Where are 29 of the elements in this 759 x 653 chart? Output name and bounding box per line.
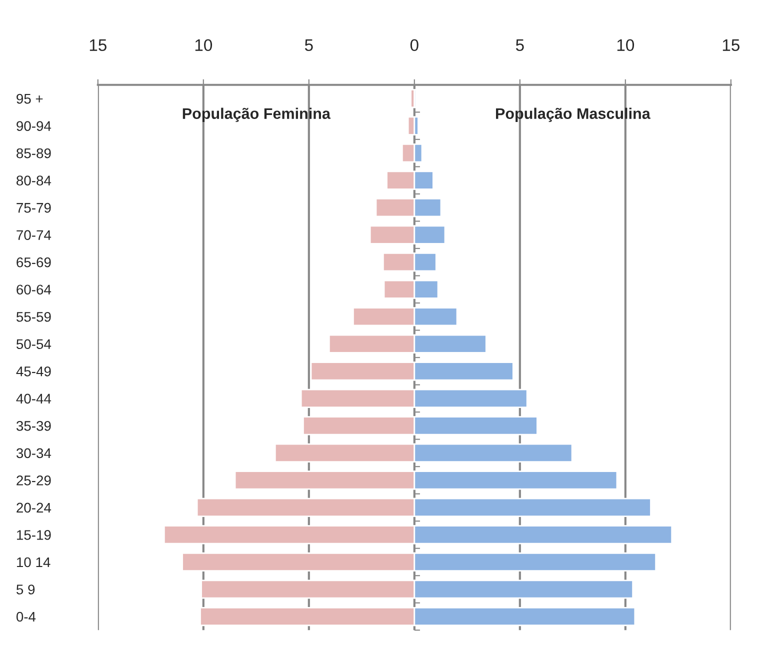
x-tick-label: 10	[195, 39, 212, 52]
y-tick-label: 40-44	[16, 394, 52, 404]
y-tick-label: 20-24	[16, 502, 52, 513]
y-tick-label: 25-29	[16, 476, 51, 486]
x-tick-label: 5	[516, 39, 524, 52]
y-tick-label: 65-69	[16, 257, 51, 268]
x-tick-label: 0	[410, 39, 418, 52]
y-tick-label: 85-89	[16, 148, 51, 158]
y-tick-label: 30-34	[16, 448, 52, 458]
x-tick-label: 15	[90, 39, 106, 52]
y-tick-label: 35-39	[16, 421, 51, 431]
x-tick-label: 5	[304, 39, 313, 52]
y-tick-label: 75-79	[16, 202, 51, 213]
y-tick-label: 0-4	[16, 612, 36, 622]
y-tick-label: 45-49	[16, 366, 51, 376]
y-tick-label: 90-94	[16, 121, 52, 131]
y-tick-label: 80-84	[16, 176, 52, 186]
y-tick-label: 10 14	[17, 557, 50, 568]
y-tick-label: 95 +	[16, 94, 43, 104]
y-tick-label: 60-64	[16, 284, 52, 295]
x-tick-label: 15	[722, 39, 740, 52]
y-tick-label: 5 9	[16, 584, 35, 594]
y-tick-label: 70-74	[16, 230, 52, 240]
y-tick-label: 55-59	[16, 312, 51, 322]
annotation: População Masculina	[496, 108, 650, 122]
x-tick-label: 10	[617, 39, 634, 52]
annotation: População Feminina	[182, 108, 331, 122]
y-tick-label: 15-19	[17, 530, 51, 540]
y-tick-label: 50-54	[16, 339, 52, 350]
